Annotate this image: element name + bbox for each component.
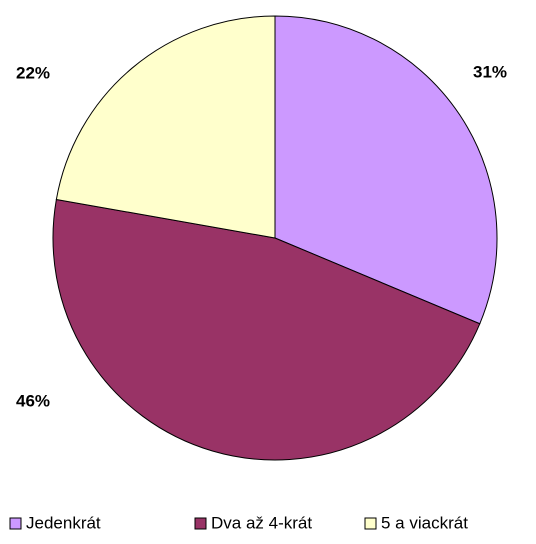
legend-swatch bbox=[364, 517, 377, 530]
data-label: 22% bbox=[16, 63, 50, 82]
pie-slice bbox=[52, 198, 481, 461]
legend-swatch bbox=[9, 517, 22, 530]
pie-slice bbox=[55, 15, 276, 239]
legend-label: Dva až 4-krát bbox=[211, 513, 312, 532]
legend-label: Jedenkrát bbox=[26, 513, 101, 532]
legend-label: 5 a viackrát bbox=[381, 513, 468, 532]
pie-slice bbox=[274, 15, 498, 325]
legend-swatch bbox=[194, 517, 207, 530]
data-label: 31% bbox=[473, 62, 507, 81]
data-label: 46% bbox=[16, 391, 50, 410]
